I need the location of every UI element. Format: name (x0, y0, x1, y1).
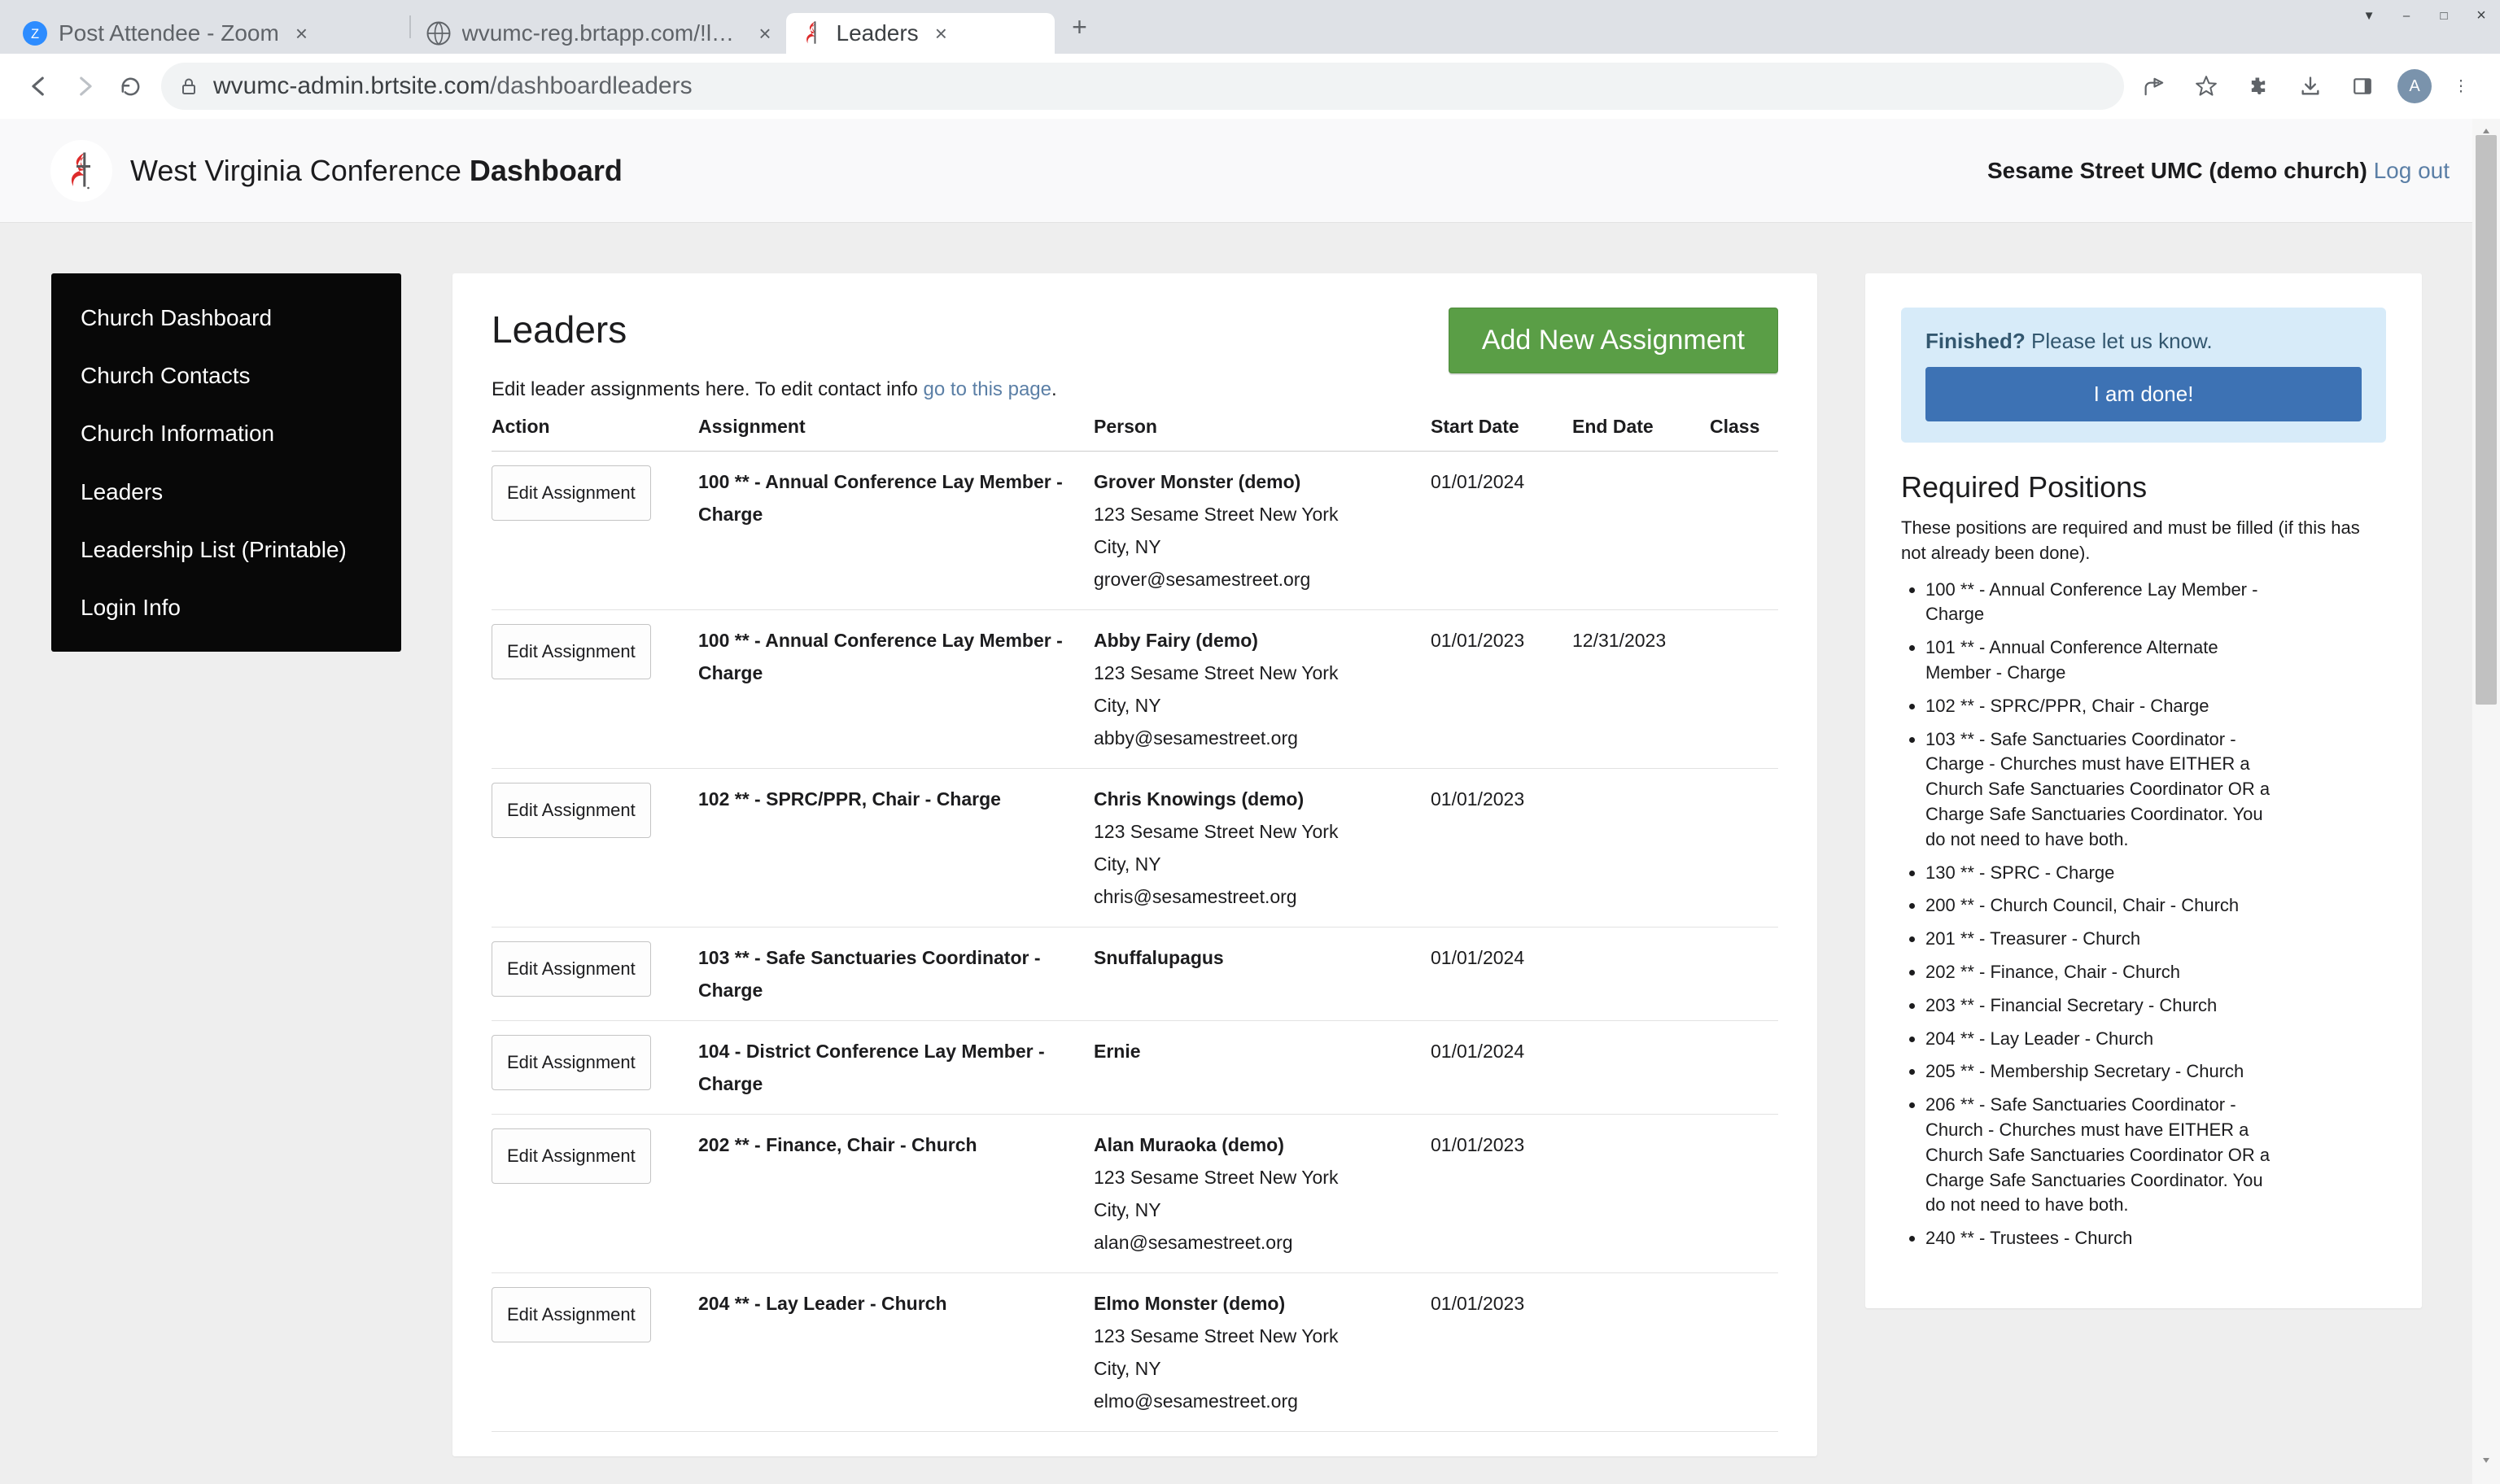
svg-text:Z: Z (31, 27, 39, 41)
